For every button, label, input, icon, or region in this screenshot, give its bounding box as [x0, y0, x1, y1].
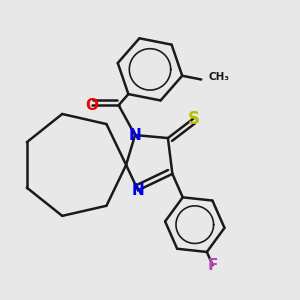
Text: N: N: [129, 128, 141, 142]
Text: F: F: [207, 258, 218, 273]
Text: N: N: [132, 183, 144, 198]
Text: S: S: [187, 110, 199, 128]
Text: CH₃: CH₃: [209, 71, 230, 82]
Text: O: O: [85, 98, 98, 113]
